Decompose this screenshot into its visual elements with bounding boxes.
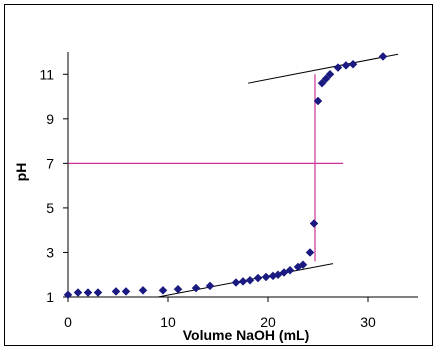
- data-point: [173, 284, 183, 294]
- data-point: [298, 260, 308, 270]
- data-point: [285, 265, 295, 275]
- data-point: [341, 61, 351, 70]
- data-point: [317, 78, 327, 88]
- data-point: [73, 288, 83, 297]
- data-point: [325, 69, 335, 79]
- data-point: [238, 277, 248, 286]
- data-point: [191, 283, 201, 293]
- x-axis-title: Volume NaOH (mL): [183, 327, 310, 343]
- data-point: [305, 248, 315, 257]
- data-point: [158, 285, 168, 295]
- y-axis-title: pH: [13, 163, 29, 182]
- y-tick-label: 11: [39, 66, 54, 82]
- data-point: [333, 63, 343, 72]
- y-tick-labels: 1 3 5 7 9 11: [39, 66, 54, 305]
- data-point: [313, 96, 323, 106]
- tangent-line: [247, 53, 399, 84]
- x-tick-label: 20: [260, 314, 276, 330]
- y-tick-label: 9: [46, 111, 54, 127]
- axes: [63, 52, 418, 302]
- data-point: [321, 74, 331, 84]
- data-point: [63, 290, 73, 300]
- y-tick-label: 5: [46, 200, 54, 216]
- tangent-lines: [157, 53, 399, 298]
- data-point: [378, 52, 388, 61]
- data-point: [93, 288, 103, 297]
- data-point: [231, 278, 241, 287]
- x-tick-label: 10: [160, 314, 176, 330]
- y-tick-label: 7: [46, 155, 54, 171]
- reference-lines: [68, 74, 343, 262]
- x-tick-label: 0: [64, 314, 72, 330]
- x-tick-labels: 0 10 20 30: [64, 314, 376, 330]
- data-points: [63, 52, 388, 300]
- data-point: [309, 219, 319, 228]
- data-point: [348, 59, 358, 69]
- data-point: [121, 287, 131, 296]
- data-point: [245, 275, 255, 285]
- data-point: [261, 272, 271, 282]
- data-point: [111, 287, 121, 296]
- data-point: [138, 285, 148, 295]
- x-tick-label: 30: [360, 314, 376, 330]
- y-tick-label: 1: [46, 289, 54, 305]
- data-point: [253, 273, 263, 283]
- data-point: [83, 288, 93, 297]
- y-tick-label: 3: [46, 244, 54, 260]
- data-point: [205, 281, 215, 291]
